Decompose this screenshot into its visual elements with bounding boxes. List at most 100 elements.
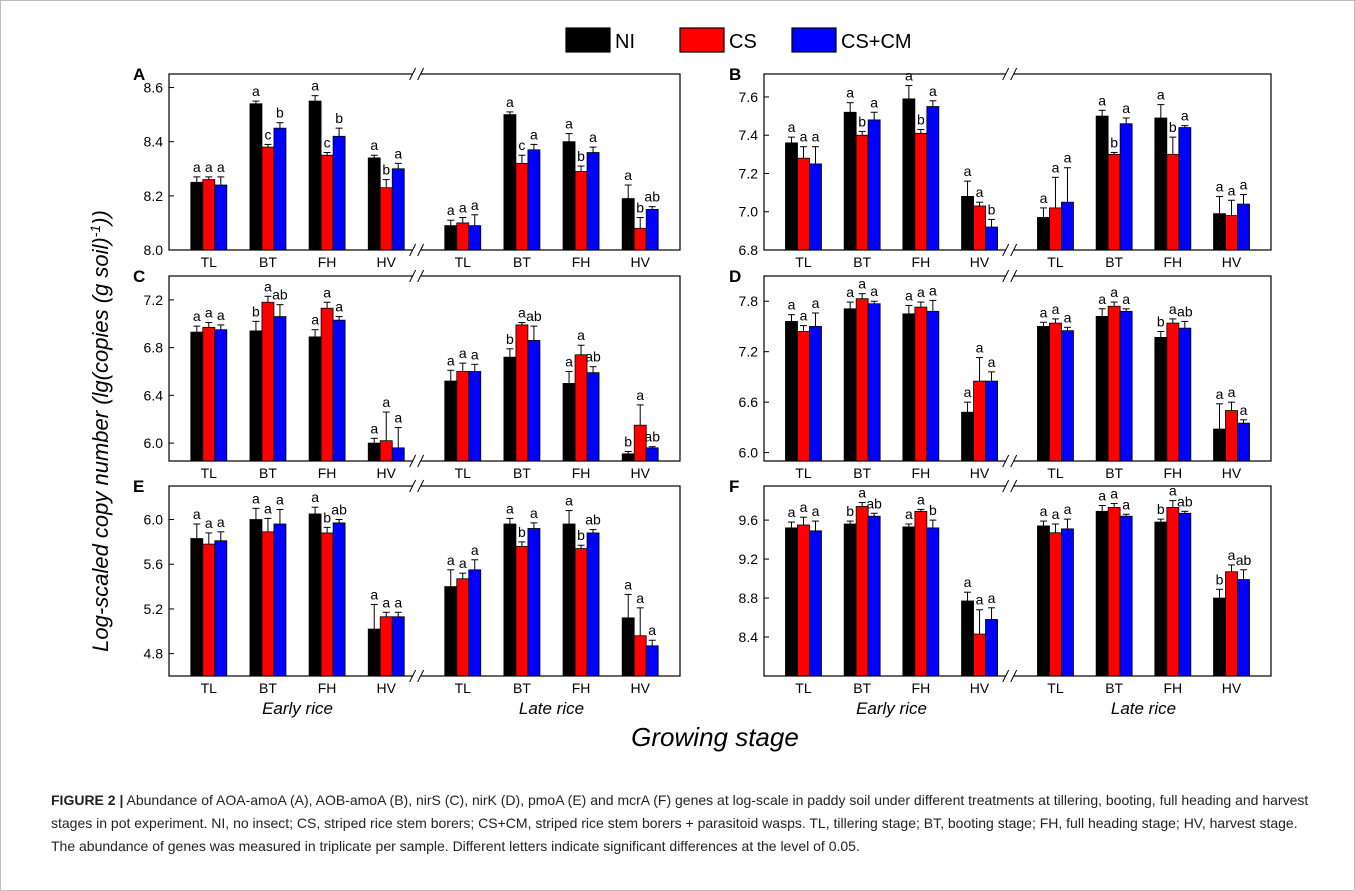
bar-E-7-1 bbox=[633, 635, 647, 677]
bar-B-2-1 bbox=[914, 132, 928, 251]
axis-break-mask-A-1 bbox=[412, 246, 421, 254]
bar-D-7-1 bbox=[1225, 410, 1238, 462]
axis-break-mark-E-1a bbox=[409, 669, 417, 683]
axis-break-mark-B-0b bbox=[1010, 67, 1018, 81]
sig-letter-E-4-2: a bbox=[471, 542, 479, 558]
axis-break-mark-B-1b bbox=[1010, 243, 1018, 257]
bar-A-3-2 bbox=[391, 168, 405, 251]
sig-letter-D-7-2: a bbox=[1240, 402, 1248, 418]
sig-letter-D-3-2: a bbox=[988, 354, 996, 370]
bar-C-1-0 bbox=[249, 330, 263, 462]
y-tick-label-B-4: 7.6 bbox=[739, 89, 759, 105]
sig-letter-A-2-2: b bbox=[335, 110, 343, 126]
x-tick-label-E-0: TL bbox=[201, 680, 218, 696]
bar-D-4-2 bbox=[1061, 330, 1074, 462]
bar-F-6-2 bbox=[1178, 512, 1192, 677]
y-tick-label-D-1: 6.6 bbox=[739, 394, 759, 410]
x-tick-label-C-4: TL bbox=[455, 465, 472, 481]
bar-A-2-1 bbox=[320, 154, 334, 251]
panel-label-C: C bbox=[133, 267, 145, 286]
bar-A-1-0 bbox=[249, 103, 263, 251]
bar-A-5-1 bbox=[515, 162, 529, 251]
bar-E-2-2 bbox=[332, 522, 346, 677]
axis-break-mark-F-0a bbox=[1002, 479, 1010, 493]
sig-letter-A-5-2: a bbox=[530, 126, 538, 142]
y-tick-label-F-0: 8.4 bbox=[739, 629, 759, 645]
axis-break-mask-C-1 bbox=[412, 457, 421, 465]
bar-E-1-2 bbox=[273, 523, 287, 677]
x-tick-label-B-4: TL bbox=[1047, 254, 1064, 270]
axis-break-mark-A-1b bbox=[417, 243, 425, 257]
sig-letter-F-6-1: a bbox=[1169, 483, 1177, 499]
bar-F-3-0 bbox=[961, 600, 974, 677]
axis-break-mask-F-1 bbox=[1005, 672, 1014, 680]
bar-B-6-0 bbox=[1154, 117, 1168, 251]
bar-D-1-0 bbox=[843, 308, 857, 462]
bar-D-2-1 bbox=[914, 306, 928, 462]
bar-E-3-2 bbox=[391, 616, 405, 677]
bar-A-0-0 bbox=[190, 181, 204, 251]
sig-letter-B-5-2: a bbox=[1122, 100, 1130, 116]
bar-A-0-2 bbox=[214, 184, 228, 251]
sig-letter-A-7-0: a bbox=[624, 167, 632, 183]
sig-letter-D-4-1: a bbox=[1052, 301, 1060, 317]
bar-D-3-1 bbox=[973, 380, 986, 462]
axis-break-mark-E-0b bbox=[417, 479, 425, 493]
sig-letter-C-4-0: a bbox=[447, 352, 455, 368]
sig-letter-C-1-0: b bbox=[252, 303, 260, 319]
bar-F-6-1 bbox=[1166, 507, 1180, 677]
bar-B-1-0 bbox=[843, 111, 857, 251]
sig-letter-E-3-1: a bbox=[382, 594, 390, 610]
x-tick-label-E-5: BT bbox=[513, 680, 531, 696]
bar-D-0-2 bbox=[809, 326, 822, 462]
x-tick-label-A-0: TL bbox=[201, 254, 218, 270]
bar-D-5-2 bbox=[1119, 310, 1133, 462]
bar-F-0-0 bbox=[785, 527, 798, 677]
sig-letter-A-2-1: c bbox=[324, 135, 331, 151]
panel-B-frame bbox=[763, 73, 1272, 251]
bar-B-4-1 bbox=[1049, 207, 1062, 251]
sig-letter-D-0-2: a bbox=[812, 295, 820, 311]
bar-F-1-2 bbox=[867, 515, 881, 677]
bar-F-4-2 bbox=[1061, 528, 1074, 677]
bar-F-4-1 bbox=[1049, 532, 1062, 677]
bar-E-6-0 bbox=[562, 523, 576, 677]
bar-A-1-1 bbox=[261, 146, 275, 251]
sig-letter-F-2-0: a bbox=[905, 506, 913, 522]
sig-letter-F-0-1: a bbox=[800, 499, 808, 515]
sig-letter-D-4-2: a bbox=[1064, 309, 1072, 325]
axis-break-mark-E-1b bbox=[417, 669, 425, 683]
panel-label-D: D bbox=[729, 267, 741, 286]
sig-letter-B-5-1: b bbox=[1110, 134, 1118, 150]
sig-letter-E-0-0: a bbox=[193, 506, 201, 522]
sig-letter-B-3-1: a bbox=[976, 184, 984, 200]
bar-B-0-0 bbox=[785, 142, 798, 251]
bar-E-1-0 bbox=[249, 519, 263, 677]
y-tick-label-F-1: 8.8 bbox=[739, 590, 759, 606]
bar-C-3-2 bbox=[391, 447, 405, 462]
y-tick-label-D-0: 6.0 bbox=[739, 445, 759, 461]
sig-letter-B-0-0: a bbox=[788, 119, 796, 135]
axis-break-mark-D-1a bbox=[1002, 454, 1010, 468]
sig-letter-D-4-0: a bbox=[1040, 304, 1048, 320]
y-tick-label-F-3: 9.6 bbox=[739, 512, 759, 528]
x-tick-label-C-5: BT bbox=[513, 465, 531, 481]
bar-A-5-2 bbox=[527, 149, 541, 251]
sig-letter-C-0-2: a bbox=[217, 307, 225, 323]
bar-B-3-1 bbox=[973, 205, 986, 251]
sig-letter-D-5-0: a bbox=[1098, 291, 1106, 307]
bar-D-1-1 bbox=[855, 298, 869, 462]
bar-F-0-2 bbox=[809, 530, 822, 677]
bar-D-6-2 bbox=[1178, 327, 1192, 462]
figure-caption: FIGURE 2 | Abundance of AOA-amoA (A), AO… bbox=[51, 789, 1321, 858]
bar-F-7-1 bbox=[1225, 571, 1238, 677]
sig-letter-F-1-0: b bbox=[846, 503, 854, 519]
legend: NI CS CS+CM bbox=[565, 27, 912, 53]
sig-letter-F-1-2: ab bbox=[866, 495, 882, 511]
axis-break-mask-D-0 bbox=[1005, 272, 1014, 280]
bar-E-3-1 bbox=[379, 616, 393, 677]
sig-letter-C-7-1: a bbox=[636, 387, 644, 403]
